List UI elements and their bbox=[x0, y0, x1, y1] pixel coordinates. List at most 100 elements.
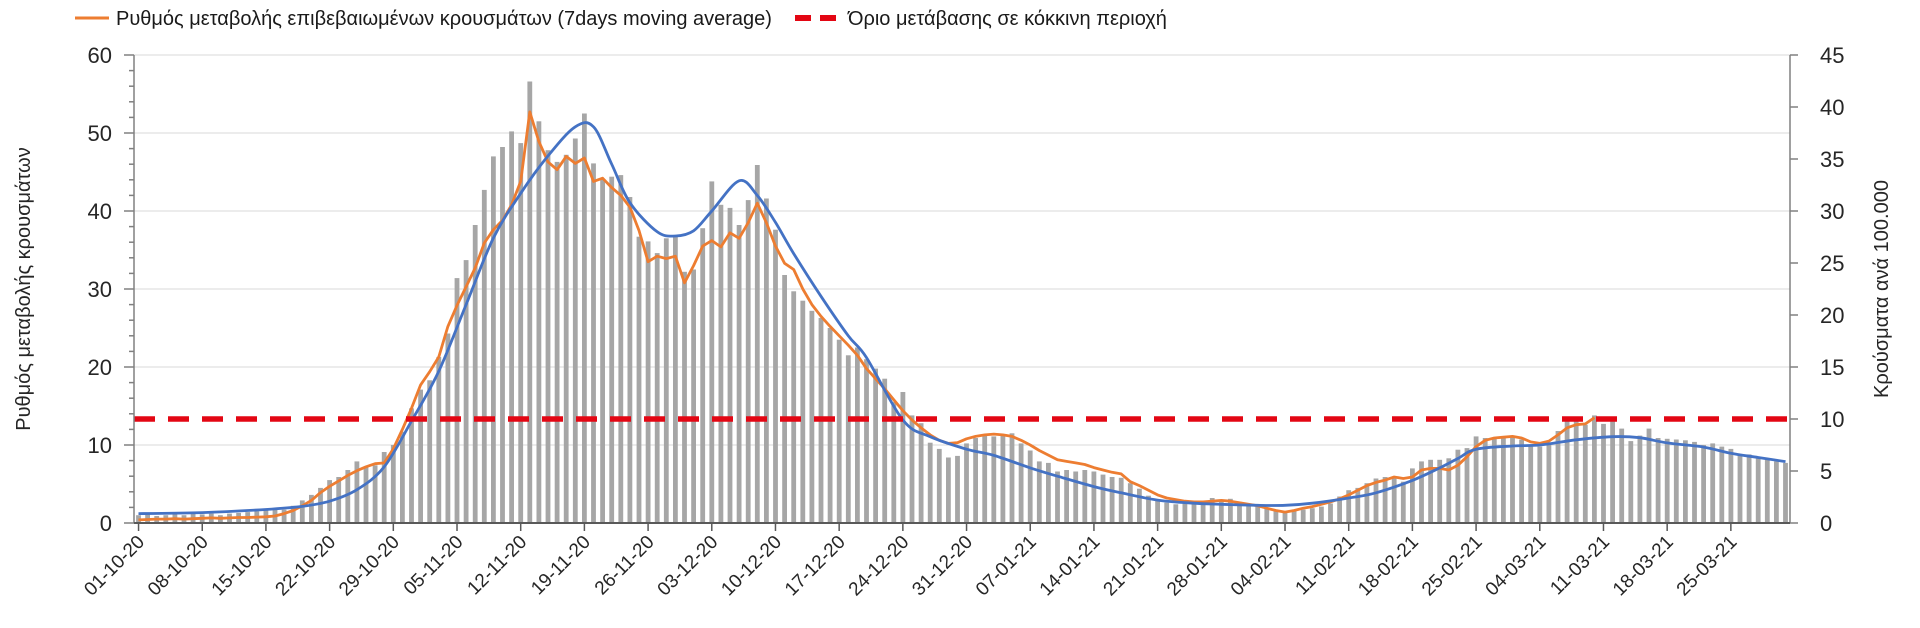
bar bbox=[1228, 498, 1233, 523]
bar bbox=[1510, 436, 1515, 523]
x-tick-label: 14-01-21 bbox=[1036, 532, 1105, 601]
y-right-tick-label: 30 bbox=[1820, 199, 1844, 224]
bar bbox=[500, 147, 505, 523]
bar bbox=[1755, 458, 1761, 523]
bar bbox=[454, 278, 460, 523]
bar bbox=[1637, 435, 1643, 523]
bar bbox=[936, 448, 942, 523]
x-tick-label: 18-03-21 bbox=[1609, 532, 1678, 601]
bar bbox=[381, 452, 387, 523]
x-tick-label: 17-12-20 bbox=[781, 532, 850, 601]
bar bbox=[1501, 438, 1506, 523]
bar bbox=[1428, 459, 1433, 523]
y-left-tick-label: 0 bbox=[100, 511, 112, 536]
bar bbox=[700, 228, 706, 523]
bar bbox=[800, 300, 806, 523]
tick-labels: 010203040506005101520253035404501-10-200… bbox=[80, 43, 1844, 600]
bar bbox=[345, 470, 351, 523]
x-tick-label: 24-12-20 bbox=[845, 532, 914, 601]
bar bbox=[636, 236, 642, 523]
bar bbox=[1073, 471, 1079, 523]
x-tick-label: 01-10-20 bbox=[80, 532, 149, 601]
x-tick-label: 11-02-21 bbox=[1292, 532, 1360, 600]
bar bbox=[1764, 459, 1770, 523]
x-tick-label: 03-12-20 bbox=[654, 532, 723, 601]
bar bbox=[1364, 483, 1370, 523]
gridlines bbox=[134, 54, 1790, 446]
x-tick-label: 15-10-20 bbox=[208, 532, 277, 601]
bar bbox=[873, 368, 878, 523]
bar bbox=[1328, 503, 1333, 523]
bar bbox=[1046, 462, 1051, 523]
bar bbox=[764, 198, 769, 523]
x-tick-label: 25-03-21 bbox=[1673, 532, 1742, 601]
bar bbox=[1528, 445, 1534, 523]
y-left-tick-label: 40 bbox=[88, 199, 112, 224]
bar bbox=[1783, 462, 1788, 523]
bar bbox=[1419, 461, 1424, 523]
bar bbox=[1155, 499, 1160, 523]
y-left-tick-label: 10 bbox=[88, 433, 112, 458]
bar bbox=[1273, 509, 1279, 523]
bar bbox=[682, 271, 687, 523]
daily-bars-series bbox=[136, 81, 1788, 524]
bar bbox=[1537, 446, 1543, 523]
bar bbox=[1009, 433, 1015, 523]
x-tick-label: 18-02-21 bbox=[1354, 532, 1423, 601]
legend-ma-label: Ρυθμός μεταβολής επιβεβαιωμένων κρουσμάτ… bbox=[116, 8, 772, 30]
y-axis-right-title: Κρούσματα ανά 100.000 bbox=[1871, 180, 1893, 398]
bar bbox=[1355, 487, 1361, 523]
bar bbox=[582, 113, 587, 523]
bar bbox=[1391, 478, 1397, 523]
bar bbox=[1182, 503, 1188, 523]
y-axis-left-title: Ρυθμός μεταβολής κρουσμάτων bbox=[13, 147, 35, 431]
bar bbox=[363, 466, 369, 523]
bar bbox=[1173, 504, 1179, 523]
bar bbox=[427, 380, 433, 523]
y-right-tick-label: 10 bbox=[1820, 407, 1844, 432]
bar bbox=[1018, 443, 1024, 523]
bar bbox=[709, 181, 715, 523]
x-tick-label: 08-10-20 bbox=[144, 532, 213, 601]
bar bbox=[900, 392, 906, 523]
bar bbox=[518, 143, 524, 523]
bar bbox=[1255, 506, 1261, 523]
bar bbox=[1036, 461, 1042, 523]
bar bbox=[409, 408, 414, 523]
bar bbox=[1118, 477, 1124, 523]
bar bbox=[1464, 448, 1470, 523]
x-tick-label: 29-10-20 bbox=[335, 532, 404, 601]
bar bbox=[591, 163, 596, 523]
bar bbox=[400, 431, 405, 523]
moving-average-line bbox=[138, 110, 1596, 522]
bar bbox=[545, 150, 551, 523]
bar bbox=[1337, 496, 1342, 523]
bar bbox=[1455, 449, 1461, 523]
bar bbox=[1246, 505, 1251, 523]
bar bbox=[1237, 501, 1242, 523]
bar bbox=[1491, 438, 1497, 523]
bar bbox=[1209, 498, 1215, 523]
y-left-tick-label: 30 bbox=[88, 277, 112, 302]
bar bbox=[1064, 470, 1069, 523]
bar bbox=[1400, 481, 1406, 523]
bar bbox=[1410, 468, 1415, 523]
x-tick-label: 22-10-20 bbox=[272, 532, 341, 601]
y-right-tick-label: 15 bbox=[1820, 355, 1844, 380]
bar bbox=[964, 443, 969, 523]
bar bbox=[1555, 431, 1561, 523]
bar bbox=[791, 291, 797, 523]
bar bbox=[1701, 445, 1706, 523]
bar bbox=[1646, 428, 1652, 523]
y-right-tick-label: 40 bbox=[1820, 95, 1844, 120]
x-tick-label: 19-11-20 bbox=[527, 532, 595, 600]
bar bbox=[299, 500, 305, 523]
bar bbox=[1218, 500, 1224, 523]
smooth-cases-path bbox=[138, 121, 1786, 515]
bar bbox=[436, 356, 442, 523]
bar bbox=[955, 455, 960, 523]
bar bbox=[882, 378, 888, 523]
y-right-tick-label: 45 bbox=[1820, 43, 1844, 68]
bar bbox=[1546, 445, 1552, 523]
bar bbox=[1300, 509, 1306, 523]
